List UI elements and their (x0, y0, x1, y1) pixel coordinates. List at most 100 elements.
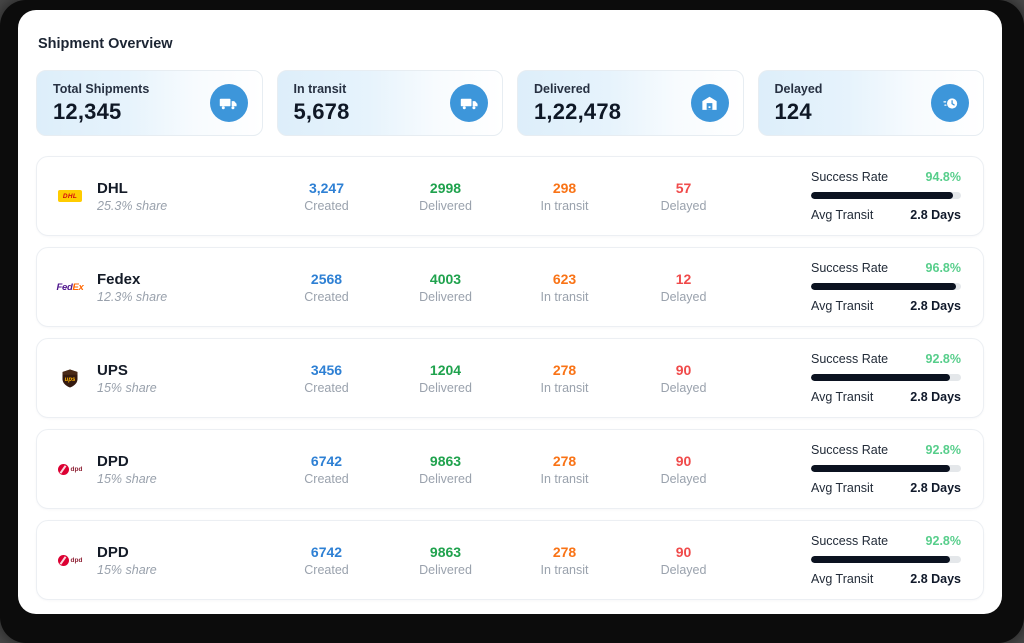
warehouse-icon (690, 84, 729, 122)
metric-created: 3456 Created (267, 362, 386, 395)
stat-value: 12,345 (53, 98, 122, 124)
carrier-name-block: DPD 15% share (97, 453, 157, 486)
success-rate-label: Success Rate (811, 534, 889, 548)
ups-logo: ups (55, 368, 85, 389)
in-transit-value: 278 (552, 452, 577, 469)
delivered-value: 2998 (429, 179, 462, 196)
carrier-row[interactable]: FedEx Fedex 12.3% share 2568 Created 400… (36, 247, 984, 327)
stat-value: 124 (774, 98, 812, 124)
avg-transit-value: 2.8 Days (910, 390, 961, 404)
delayed-label: Delayed (660, 471, 707, 486)
carrier-name: DHL (97, 179, 128, 197)
carrier-name: DPD (97, 452, 129, 470)
stat-card[interactable]: Delivered 1,22,478 (517, 70, 744, 136)
success-rate-value: 92.8% (925, 352, 961, 366)
metric-delivered: 9863 Delivered (386, 544, 505, 577)
stat-value: 5,678 (293, 98, 350, 124)
success-rate-label: Success Rate (811, 261, 889, 275)
success-rate-bar (811, 556, 961, 563)
avg-transit-label: Avg Transit (811, 299, 874, 313)
carrier-name-block: DPD 15% share (97, 544, 157, 577)
dhl-logo: DHL (55, 190, 85, 202)
success-rate-bar (811, 283, 961, 290)
carrier-share: 15% share (97, 562, 157, 577)
metric-delayed: 90 Delayed (624, 362, 743, 395)
stat-card-text: Delivered 1,22,478 (534, 82, 621, 125)
success-rate-label: Success Rate (811, 170, 889, 184)
stat-card[interactable]: In transit 5,678 (276, 70, 503, 136)
shipment-overview-panel: Shipment Overview Total Shipments 12,345… (18, 10, 1002, 614)
stat-label: Delayed (774, 81, 823, 96)
stat-card-text: Delayed 124 (775, 82, 823, 125)
created-value: 6742 (310, 543, 343, 560)
avg-transit-label: Avg Transit (811, 390, 874, 404)
metric-delivered: 2998 Delivered (386, 180, 505, 213)
carrier-name: UPS (97, 361, 128, 379)
performance-block: Success Rate 92.8% Avg Transit 2.8 Days (811, 443, 961, 495)
avg-transit-value: 2.8 Days (910, 299, 961, 313)
metric-delivered: 4003 Delivered (386, 271, 505, 304)
stat-label: Delivered (534, 81, 591, 96)
success-rate-bar-fill (811, 192, 954, 199)
in-transit-value: 278 (552, 361, 577, 378)
delayed-label: Delayed (660, 198, 707, 213)
carrier-name: Fedex (97, 270, 141, 288)
delivered-value: 1204 (429, 361, 462, 378)
in-transit-value: 278 (552, 543, 577, 560)
truck-icon (450, 84, 488, 122)
success-rate-bar-fill (811, 556, 951, 563)
metric-in-transit: 278 In transit (505, 362, 624, 395)
metric-created: 6742 Created (267, 544, 386, 577)
metric-delayed: 90 Delayed (624, 453, 743, 486)
timer-icon (931, 84, 969, 122)
success-rate-bar (811, 192, 961, 199)
in-transit-label: In transit (540, 471, 589, 486)
delayed-value: 12 (675, 270, 692, 287)
carrier-name: DPD (97, 543, 129, 561)
created-label: Created (304, 198, 349, 213)
carrier-row[interactable]: dpd DPD 15% share 6742 Created 9863 Deli… (36, 520, 984, 600)
delivered-label: Delivered (419, 471, 472, 486)
carrier-row[interactable]: ups UPS 15% share 3456 Created 1204 Deli… (36, 338, 984, 418)
success-rate-value: 96.8% (925, 261, 961, 275)
in-transit-value: 623 (552, 270, 577, 287)
delivered-value: 9863 (429, 543, 462, 560)
delayed-value: 57 (675, 179, 692, 196)
carrier-row[interactable]: dpd DPD 15% share 6742 Created 9863 Deli… (36, 429, 984, 509)
carrier-identity: dpd DPD 15% share (55, 453, 267, 486)
carrier-list: DHL DHL 25.3% share 3,247 Created 2998 D… (36, 156, 984, 600)
carrier-name-block: DHL 25.3% share (97, 180, 167, 213)
delayed-label: Delayed (660, 562, 707, 577)
stat-card[interactable]: Total Shipments 12,345 (36, 70, 263, 136)
created-label: Created (304, 380, 349, 395)
success-rate-bar-fill (811, 374, 951, 381)
delayed-value: 90 (675, 543, 692, 560)
dpd-logo: dpd (55, 554, 85, 566)
delayed-label: Delayed (660, 289, 707, 304)
metric-in-transit: 298 In transit (505, 180, 624, 213)
carrier-identity: dpd DPD 15% share (55, 544, 267, 577)
dpd-logo: dpd (55, 463, 85, 475)
stat-card-text: In transit 5,678 (294, 82, 350, 125)
metric-delivered: 9863 Delivered (386, 453, 505, 486)
created-label: Created (304, 289, 349, 304)
carrier-row[interactable]: DHL DHL 25.3% share 3,247 Created 2998 D… (36, 156, 984, 236)
performance-block: Success Rate 92.8% Avg Transit 2.8 Days (811, 352, 961, 404)
success-rate-value: 92.8% (925, 534, 961, 548)
delivered-label: Delivered (419, 198, 472, 213)
page-title: Shipment Overview (38, 36, 173, 52)
metric-in-transit: 623 In transit (505, 271, 624, 304)
carrier-share: 12.3% share (97, 289, 168, 304)
created-label: Created (304, 471, 349, 486)
created-value: 3456 (310, 361, 343, 378)
metric-created: 2568 Created (267, 271, 386, 304)
stat-card[interactable]: Delayed 124 (757, 70, 984, 136)
delivered-label: Delivered (419, 380, 472, 395)
stat-label: In transit (293, 81, 347, 96)
success-rate-label: Success Rate (811, 443, 889, 457)
performance-block: Success Rate 92.8% Avg Transit 2.8 Days (811, 534, 961, 586)
performance-block: Success Rate 96.8% Avg Transit 2.8 Days (811, 261, 961, 313)
carrier-identity: DHL DHL 25.3% share (55, 180, 267, 213)
metric-delivered: 1204 Delivered (386, 362, 505, 395)
